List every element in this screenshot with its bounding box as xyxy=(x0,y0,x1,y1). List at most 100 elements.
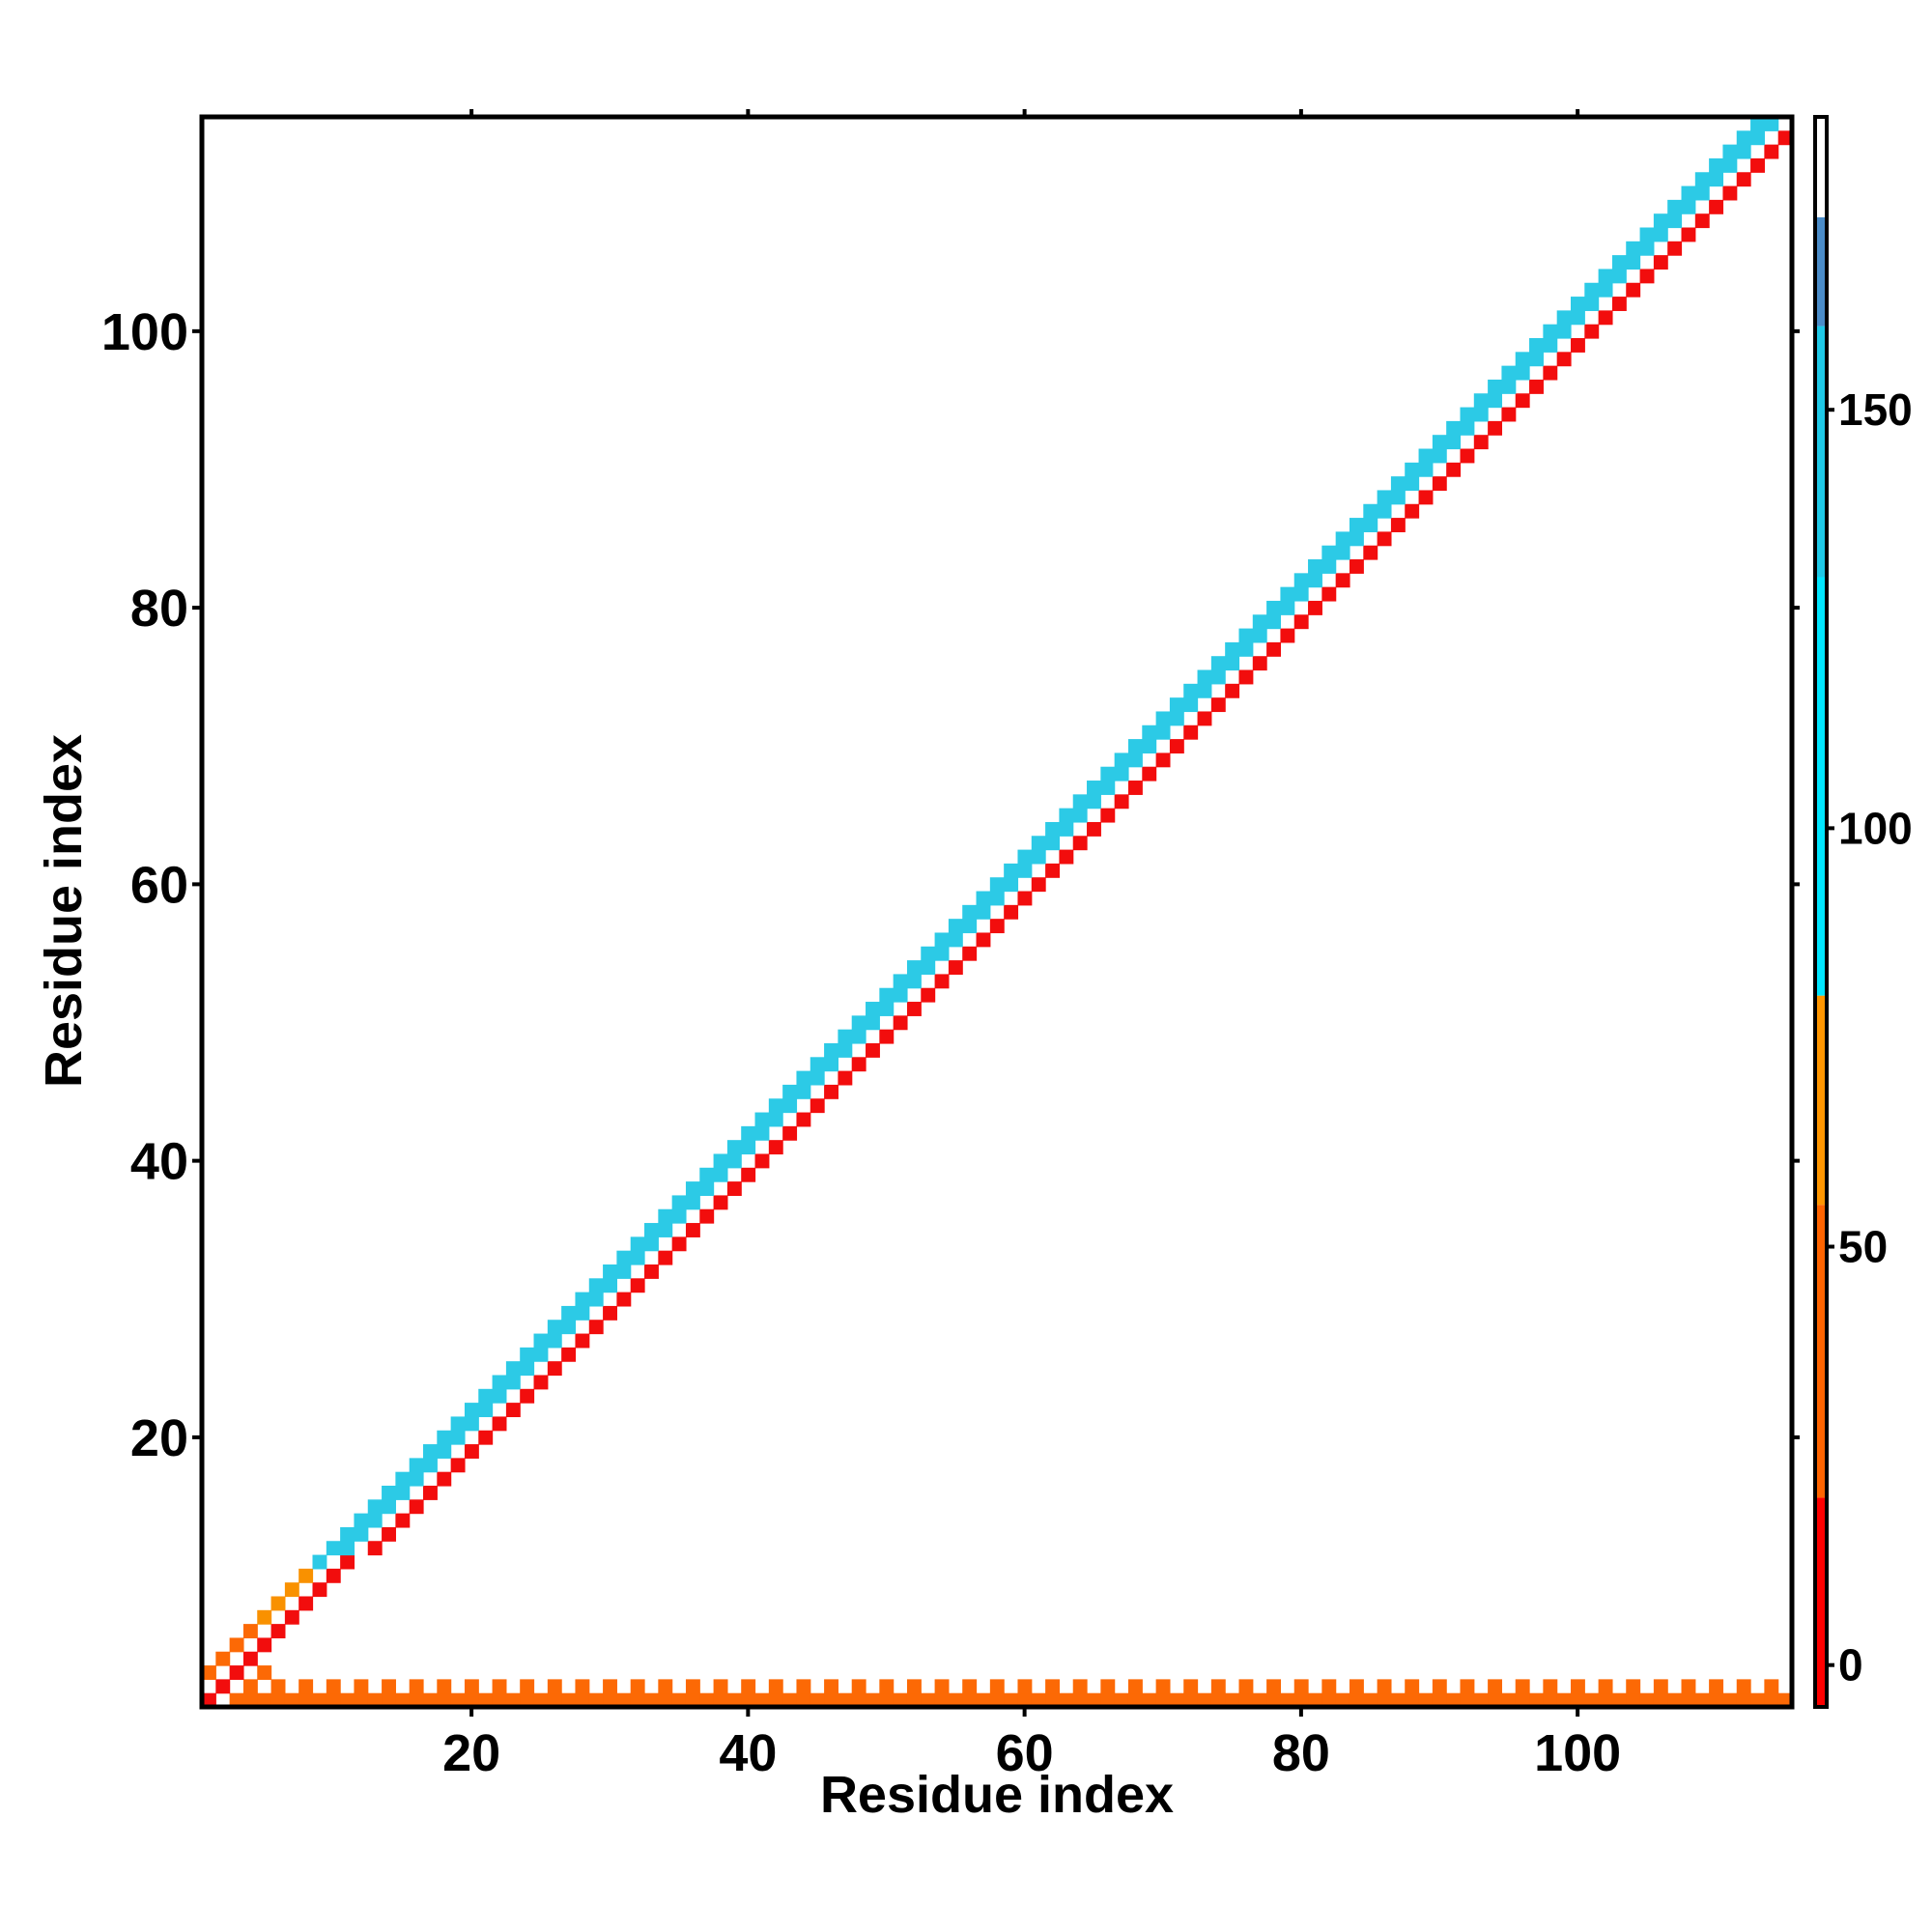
heatmap-cell xyxy=(796,1070,811,1086)
heatmap-cell xyxy=(796,1084,811,1099)
heatmap-cell xyxy=(1736,144,1751,159)
heatmap-cell xyxy=(1611,1692,1627,1708)
heatmap-cell xyxy=(921,946,936,961)
heatmap-cell xyxy=(1501,1692,1517,1708)
heatmap-cell xyxy=(1418,490,1434,505)
heatmap-cell xyxy=(1335,545,1350,560)
heatmap-cell xyxy=(1709,1692,1724,1708)
heatmap-cell xyxy=(1667,1692,1683,1708)
heatmap-cell xyxy=(603,1692,617,1708)
heatmap-cell xyxy=(284,1582,299,1598)
heatmap-cell xyxy=(879,1029,895,1044)
heatmap-cell xyxy=(478,1388,494,1404)
heatmap-cell xyxy=(1515,1692,1530,1708)
heatmap-cell xyxy=(851,1679,867,1694)
heatmap-cell xyxy=(505,1375,521,1390)
heatmap-cell xyxy=(1405,1679,1420,1694)
heatmap-cell xyxy=(1570,1679,1585,1694)
heatmap-cell xyxy=(1321,545,1337,560)
heatmap-cell xyxy=(437,1692,452,1708)
heatmap-cell xyxy=(1653,255,1668,270)
heatmap-cell xyxy=(1059,849,1074,865)
heatmap-cell xyxy=(1777,1692,1793,1708)
heatmap-cell xyxy=(1405,1692,1420,1708)
heatmap-cell xyxy=(1460,420,1475,436)
heatmap-cell xyxy=(851,1015,867,1031)
heatmap-cell xyxy=(671,1692,687,1708)
heatmap-cell xyxy=(492,1388,507,1404)
heatmap-cell xyxy=(1529,379,1544,394)
heatmap-cell xyxy=(948,1692,963,1708)
heatmap-cell xyxy=(976,932,991,948)
heatmap-cell xyxy=(851,1029,867,1044)
heatmap-cell xyxy=(1515,352,1530,367)
heatmap-cell xyxy=(367,1499,383,1515)
plot-frame xyxy=(199,114,1795,1710)
heatmap-cell xyxy=(1045,863,1061,878)
heatmap-cell xyxy=(409,1471,424,1487)
heatmap-cell xyxy=(879,1692,895,1708)
heatmap-cell xyxy=(1446,462,1462,477)
heatmap-cell xyxy=(257,1609,272,1625)
heatmap-cell xyxy=(796,1679,811,1694)
heatmap-cell xyxy=(312,1692,327,1708)
x-axis: 20 40 60 80 100 xyxy=(442,109,1621,1782)
heatmap-cell xyxy=(1709,199,1724,214)
heatmap-cell xyxy=(726,1692,742,1708)
heatmap-cell xyxy=(367,1513,383,1528)
heatmap-cell xyxy=(1598,1679,1613,1694)
heatmap-cell xyxy=(1293,586,1309,602)
heatmap-cell xyxy=(382,1499,396,1515)
heatmap-cell xyxy=(326,1568,341,1583)
heatmap-cell xyxy=(533,1333,549,1349)
heatmap-cell xyxy=(533,1375,549,1390)
heatmap-cell xyxy=(423,1485,438,1500)
heatmap-cell xyxy=(948,919,963,934)
heatmap-cell xyxy=(1764,1679,1779,1694)
colorbar-band xyxy=(1815,1497,1827,1707)
heatmap-cell xyxy=(520,1692,535,1708)
heatmap-cell xyxy=(1460,448,1475,464)
heatmap-cell xyxy=(866,1692,880,1708)
heatmap-cell xyxy=(547,1692,562,1708)
heatmap-cell xyxy=(464,1416,479,1432)
heatmap-cell xyxy=(644,1692,659,1708)
colorbar-tick-label: 0 xyxy=(1838,1640,1863,1690)
heatmap-cell xyxy=(1488,420,1503,436)
heatmap-cell xyxy=(1363,545,1378,560)
heatmap-cell xyxy=(810,1070,825,1086)
heatmap-cell xyxy=(1142,766,1157,781)
heatmap-cell xyxy=(603,1679,617,1694)
heatmap-cell xyxy=(1473,1692,1489,1708)
heatmap-cell xyxy=(242,1679,258,1694)
heatmap-cell xyxy=(492,1416,507,1432)
heatmap-cell xyxy=(1155,711,1171,726)
heatmap-cell xyxy=(824,1679,838,1694)
heatmap-cell xyxy=(1764,144,1779,159)
heatmap-cell xyxy=(713,1153,728,1169)
heatmap-cell xyxy=(893,1692,908,1708)
heatmap-cell xyxy=(644,1223,659,1237)
heatmap-cell xyxy=(575,1305,590,1321)
colorbar-band xyxy=(1815,117,1827,217)
heatmap-cell xyxy=(588,1320,604,1335)
heatmap-cell xyxy=(1667,213,1683,229)
heatmap-cell xyxy=(1639,227,1655,242)
heatmap-cell xyxy=(1004,904,1019,920)
heatmap-cell xyxy=(395,1485,411,1500)
heatmap-cell xyxy=(1473,393,1489,409)
heatmap-cell xyxy=(948,960,963,976)
heatmap-cell xyxy=(1210,1679,1226,1694)
heatmap-cell xyxy=(354,1679,369,1694)
heatmap-cell xyxy=(768,1692,783,1708)
heatmap-cell xyxy=(1418,1692,1434,1708)
heatmap-cell xyxy=(326,1541,341,1556)
heatmap-cell xyxy=(242,1651,258,1666)
heatmap-cell xyxy=(270,1596,286,1611)
heatmap-cell xyxy=(1722,1692,1738,1708)
heatmap-cell xyxy=(1349,531,1364,547)
heatmap-cell xyxy=(851,1692,867,1708)
heatmap-cell xyxy=(1432,1679,1447,1694)
heatmap-cell xyxy=(270,1679,286,1694)
heatmap-cell xyxy=(921,960,936,976)
